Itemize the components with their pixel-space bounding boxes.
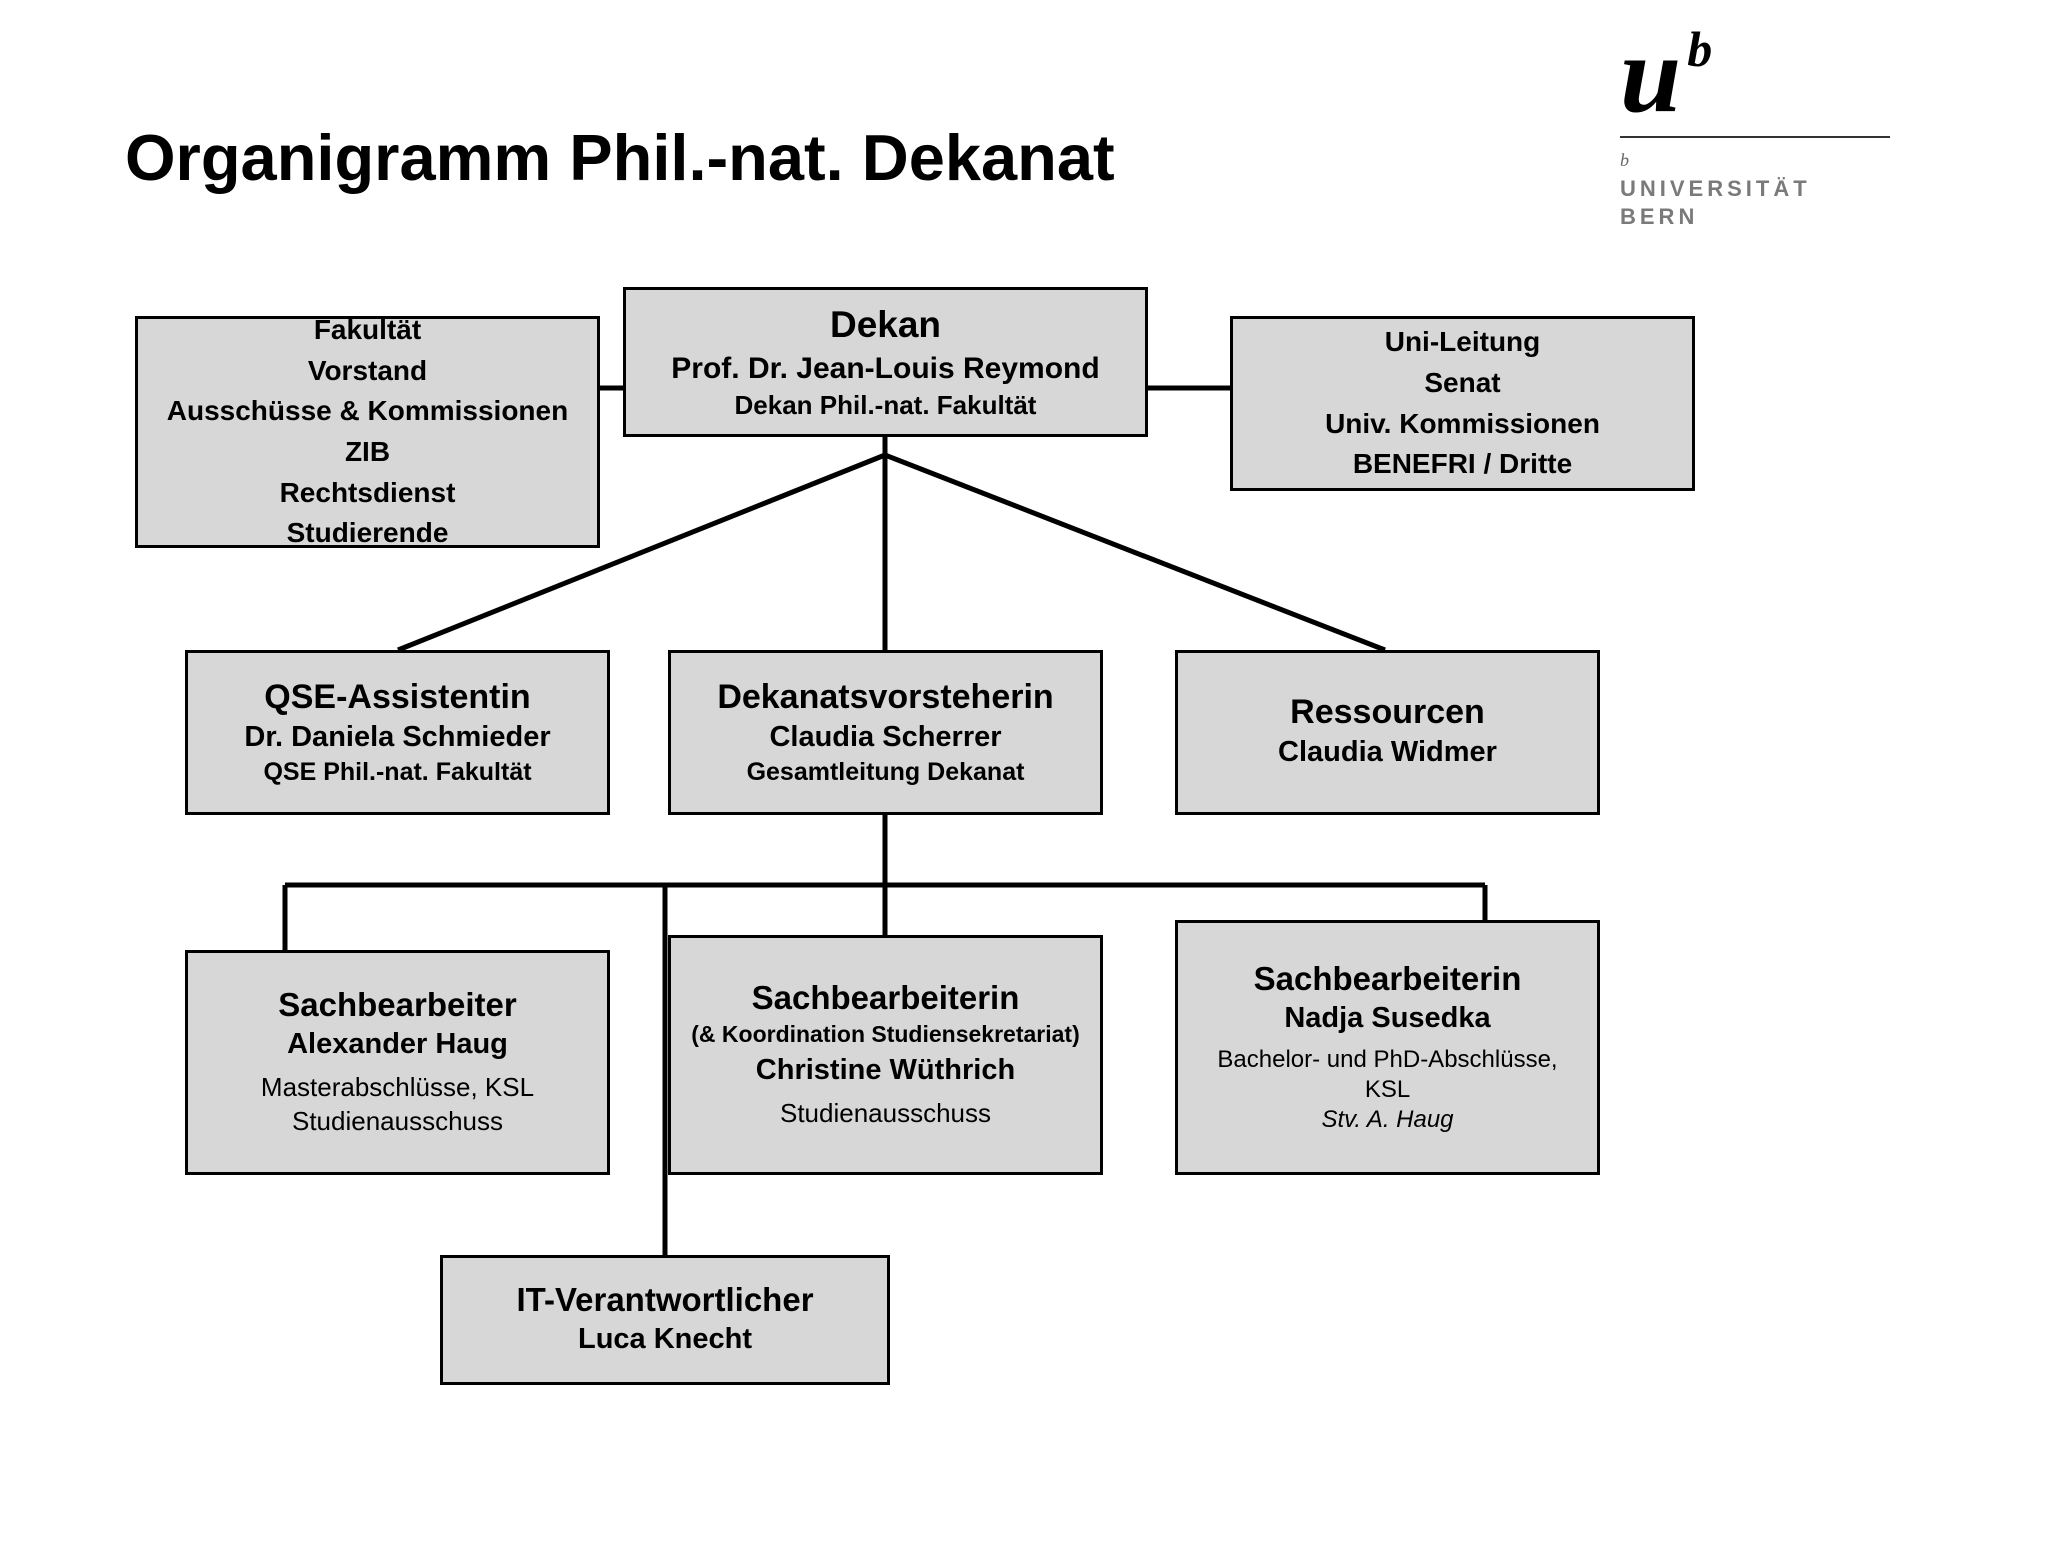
node-dv: Dekanatsvorsteherin Claudia Scherrer Ges… <box>668 650 1103 815</box>
node-right-side: Uni-Leitung Senat Univ. Kommissionen BEN… <box>1230 316 1695 491</box>
node-dekan: Dekan Prof. Dr. Jean-Louis Reymond Dekan… <box>623 287 1148 437</box>
node-left-line-3: ZIB <box>345 432 390 473</box>
node-sb-right-name: Nadja Susedka <box>1284 1002 1490 1035</box>
node-sb-right-body3: Stv. A. Haug <box>1321 1105 1453 1135</box>
node-res-title: Ressourcen <box>1290 693 1485 732</box>
node-sb-right-title: Sachbearbeiterin <box>1254 960 1522 998</box>
node-sb-mid-title2: (& Koordination Studiensekretariat) <box>691 1021 1079 1048</box>
node-dekan-name: Prof. Dr. Jean-Louis Reymond <box>671 352 1099 386</box>
node-dekan-sub: Dekan Phil.-nat. Fakultät <box>735 390 1037 421</box>
university-logo: u b b UNIVERSITÄT BERN <box>1620 30 1890 230</box>
node-res: Ressourcen Claudia Widmer <box>1175 650 1600 815</box>
node-dekan-title: Dekan <box>830 304 941 346</box>
node-sb-left: Sachbearbeiter Alexander Haug Masterabsc… <box>185 950 610 1175</box>
node-it-name: Luca Knecht <box>578 1323 752 1356</box>
node-sb-right-body1: Bachelor- und PhD-Abschlüsse, <box>1217 1045 1557 1075</box>
node-sb-left-title: Sachbearbeiter <box>278 986 516 1024</box>
logo-ub: u b <box>1620 30 1890 118</box>
node-qse-name: Dr. Daniela Schmieder <box>244 721 550 754</box>
node-qse-title: QSE-Assistentin <box>264 678 530 717</box>
node-dv-title: Dekanatsvorsteherin <box>717 678 1053 717</box>
logo-uni-line2: BERN <box>1620 203 1890 231</box>
node-sb-left-body1: Masterabschlüsse, KSL <box>261 1071 534 1105</box>
node-sb-mid-title: Sachbearbeiterin <box>752 979 1020 1017</box>
node-qse: QSE-Assistentin Dr. Daniela Schmieder QS… <box>185 650 610 815</box>
node-right-line-2: Univ. Kommissionen <box>1325 404 1600 445</box>
node-right-line-1: Senat <box>1424 363 1500 404</box>
logo-uni-line1: UNIVERSITÄT <box>1620 175 1890 203</box>
node-sb-mid: Sachbearbeiterin (& Koordination Studien… <box>668 935 1103 1175</box>
page-title: Organigramm Phil.-nat. Dekanat <box>125 120 1115 195</box>
logo-small-b: b <box>1620 150 1890 171</box>
node-left-side: Fakultät Vorstand Ausschüsse & Kommissio… <box>135 316 600 548</box>
node-sb-right: Sachbearbeiterin Nadja Susedka Bachelor-… <box>1175 920 1600 1175</box>
node-dv-name: Claudia Scherrer <box>769 721 1001 754</box>
logo-b-glyph: b <box>1687 20 1712 78</box>
node-sb-mid-body1: Studienausschuss <box>780 1097 991 1131</box>
node-left-line-4: Rechtsdienst <box>280 473 456 514</box>
logo-divider <box>1620 136 1890 138</box>
node-right-line-0: Uni-Leitung <box>1385 322 1541 363</box>
node-sb-left-name: Alexander Haug <box>287 1028 508 1061</box>
node-left-line-2: Ausschüsse & Kommissionen <box>167 391 568 432</box>
node-left-line-5: Studierende <box>287 513 449 554</box>
node-sb-right-body2: KSL <box>1365 1075 1410 1105</box>
node-left-line-0: Fakultät <box>314 310 421 351</box>
node-it-title: IT-Verantwortlicher <box>516 1281 813 1319</box>
node-left-line-1: Vorstand <box>308 351 427 392</box>
node-sb-mid-name: Christine Wüthrich <box>756 1054 1015 1087</box>
logo-u-glyph: u <box>1620 30 1681 118</box>
node-right-line-3: BENEFRI / Dritte <box>1353 444 1572 485</box>
node-qse-sub: QSE Phil.-nat. Fakultät <box>263 758 531 787</box>
node-res-name: Claudia Widmer <box>1278 736 1497 769</box>
node-sb-left-body2: Studienausschuss <box>292 1105 503 1139</box>
node-it: IT-Verantwortlicher Luca Knecht <box>440 1255 890 1385</box>
node-dv-sub: Gesamtleitung Dekanat <box>747 758 1025 787</box>
